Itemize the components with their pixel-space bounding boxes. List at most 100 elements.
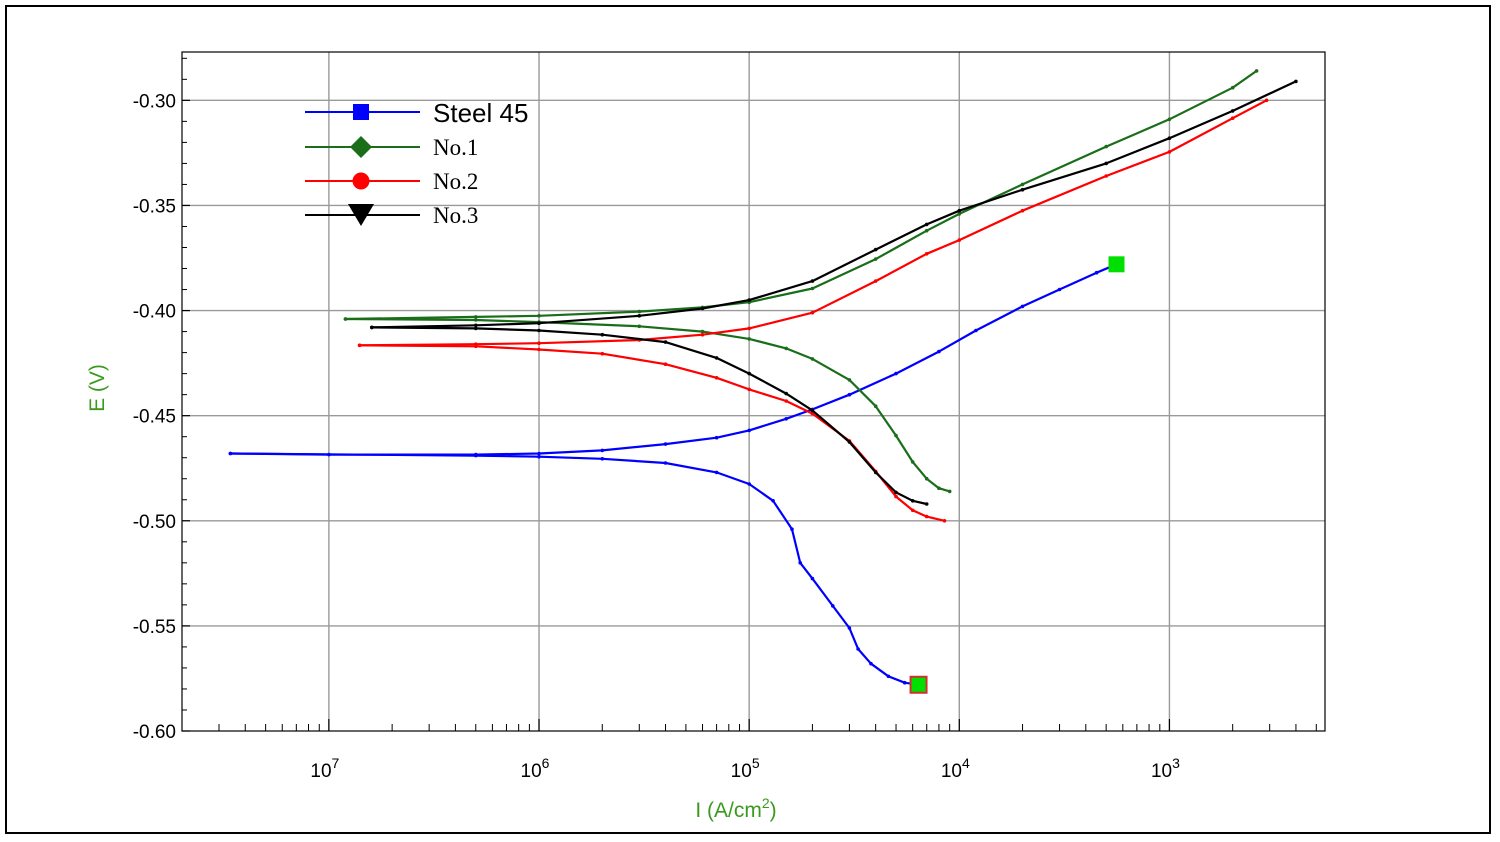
data-point — [847, 378, 852, 382]
data-point — [600, 448, 605, 453]
y-tick-label: -0.35 — [133, 196, 176, 217]
legend-label: No.2 — [433, 169, 478, 194]
data-point — [886, 674, 891, 679]
data-point — [700, 332, 705, 337]
data-point — [747, 371, 751, 376]
x-axis-title: I (A/cm2) — [695, 795, 776, 822]
data-point — [1094, 270, 1099, 275]
data-point — [873, 247, 878, 252]
data-point — [942, 519, 947, 523]
data-point — [1020, 304, 1025, 309]
legend-triangle-icon — [348, 204, 374, 226]
data-point — [714, 356, 719, 360]
data-point — [663, 442, 668, 446]
data-point — [474, 315, 478, 319]
data-point — [957, 208, 962, 213]
data-point — [1294, 79, 1298, 84]
data-point — [810, 576, 815, 581]
data-point — [228, 451, 233, 456]
data-point — [784, 391, 788, 396]
data-point — [714, 470, 719, 475]
data-point — [924, 252, 929, 256]
legend-label: No.3 — [433, 203, 478, 228]
data-point — [937, 349, 941, 354]
data-point — [798, 561, 802, 565]
series-line-no-2-cathodic — [359, 344, 945, 522]
data-point — [714, 376, 719, 380]
series-line-no-3-cathodic — [371, 326, 927, 506]
data-point — [714, 435, 719, 440]
legend: Steel 45 No.1 No.2 No.3 — [305, 98, 528, 228]
data-point — [894, 433, 898, 438]
plot-border — [181, 51, 1326, 732]
series-end-marker — [1108, 256, 1125, 273]
data-point — [784, 399, 788, 403]
data-point — [600, 351, 605, 356]
data-point — [810, 411, 815, 416]
data-point — [894, 490, 898, 495]
data-point — [810, 357, 815, 361]
data-point — [974, 328, 978, 333]
data-point — [663, 340, 668, 344]
data-point — [537, 347, 541, 352]
figure-frame — [5, 5, 1491, 834]
data-point — [810, 408, 815, 413]
data-point — [637, 324, 642, 329]
data-point — [1264, 98, 1269, 103]
x-tick-label: 103 — [1151, 755, 1180, 782]
data-point — [1230, 85, 1235, 90]
data-point — [784, 417, 788, 421]
data-point — [873, 279, 878, 283]
x-tick-label: 107 — [310, 755, 339, 782]
data-point — [957, 238, 962, 242]
data-point — [947, 489, 952, 494]
data-point — [1230, 116, 1235, 120]
data-point — [637, 309, 642, 314]
data-point — [924, 228, 929, 233]
data-point — [902, 680, 907, 685]
data-point — [474, 323, 478, 328]
data-point — [1020, 208, 1025, 213]
data-point — [869, 661, 873, 666]
y-tick-label: -0.50 — [133, 512, 176, 533]
data-point — [810, 286, 815, 291]
data-point — [537, 314, 541, 318]
data-point — [1104, 144, 1108, 149]
series-end-marker — [909, 675, 928, 694]
data-point — [1020, 187, 1025, 192]
data-point — [784, 346, 788, 351]
data-point — [856, 647, 860, 651]
data-point — [847, 626, 852, 630]
series-layer — [228, 69, 1298, 694]
data-point — [1104, 161, 1108, 166]
series-line-steel-45-anodic — [230, 263, 1117, 456]
x-tick-label: 106 — [521, 755, 550, 782]
data-point — [537, 328, 541, 333]
data-point — [924, 476, 929, 481]
y-tick-label: -0.40 — [133, 302, 176, 323]
data-point — [600, 457, 605, 461]
y-tick-label: -0.45 — [133, 407, 176, 428]
legend-label: Steel 45 — [433, 98, 528, 128]
data-point — [810, 310, 815, 315]
data-point — [924, 514, 929, 519]
data-point — [700, 329, 705, 334]
data-point — [1167, 136, 1172, 140]
data-point — [924, 222, 929, 227]
data-point — [957, 212, 962, 216]
data-point — [1057, 287, 1062, 292]
data-point — [537, 341, 541, 346]
data-point — [537, 321, 541, 326]
data-point — [343, 317, 348, 321]
data-point — [1167, 150, 1172, 154]
data-point — [747, 482, 751, 486]
data-point — [810, 279, 815, 283]
data-point — [847, 440, 852, 444]
data-point — [474, 326, 478, 331]
series-line-steel-45-cathodic — [230, 452, 919, 686]
data-point — [894, 494, 898, 499]
data-point — [1020, 182, 1025, 187]
data-point — [894, 371, 898, 376]
data-point — [747, 326, 751, 331]
